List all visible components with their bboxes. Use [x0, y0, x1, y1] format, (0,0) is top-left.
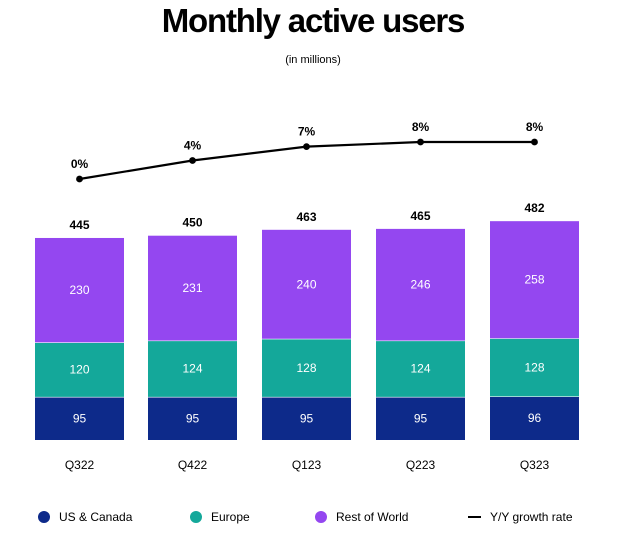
growth-rate-point: [189, 157, 196, 164]
bar-total-label: 482: [524, 201, 544, 215]
bar-segment-rest-of-world: [35, 237, 124, 343]
bar-total-label: 465: [410, 209, 430, 223]
bar-total-label: 450: [182, 216, 202, 230]
bar-value-label-us-canada: 95: [414, 411, 428, 425]
bar-segment-europe: [148, 340, 237, 397]
bar-value-label-europe: 128: [296, 361, 316, 375]
bar-segment-us-canada: [490, 396, 579, 440]
growth-rate-point: [531, 138, 538, 146]
legend-item: Europe: [190, 510, 250, 524]
bar-value-label-us-canada: 95: [186, 411, 200, 425]
bar-segment-us-canada: [376, 396, 465, 440]
growth-rate-point: [76, 175, 83, 183]
bar-value-label-europe: 124: [410, 362, 430, 376]
stacked-bar-chart: 95 120 230 445 Q322 95 124 231 450 Q422 95 128 240 46…: [35, 120, 579, 472]
x-tick-label: Q123: [292, 458, 322, 472]
bar-value-label-rest-of-world: 230: [69, 283, 89, 297]
legend-item: Rest of World: [315, 510, 408, 524]
bar-segment-rest-of-world: [148, 235, 237, 341]
x-tick-label: Q323: [520, 458, 550, 472]
bar-value-label-rest-of-world: 231: [182, 281, 202, 295]
bar-value-label-rest-of-world: 240: [296, 277, 316, 291]
x-tick-label: Q322: [65, 458, 95, 472]
bar-total-label: 445: [69, 218, 89, 232]
legend-dot-icon: [315, 511, 327, 523]
bar-value-label-us-canada: 96: [528, 411, 542, 425]
legend: US & Canada Europe Rest of World Y/Y growth…: [0, 510, 626, 530]
bar-value-label-europe: 120: [69, 363, 89, 377]
growth-rate-label: 0%: [71, 157, 89, 171]
bar-segment-europe: [490, 338, 579, 397]
x-tick-label: Q223: [406, 458, 436, 472]
bar-total-label: 463: [296, 210, 316, 224]
legend-dot-icon: [190, 511, 202, 523]
legend-item: US & Canada: [38, 510, 132, 524]
bar-segment-rest-of-world: [262, 229, 351, 339]
legend-dot-icon: [38, 511, 50, 523]
chart-subtitle: (in millions): [285, 54, 341, 66]
bar-segment-us-canada: [35, 396, 124, 440]
bar-segment-rest-of-world: [490, 221, 579, 339]
growth-rate-label: 7%: [298, 125, 316, 139]
growth-rate-point: [303, 143, 310, 151]
growth-rate-point: [417, 138, 424, 146]
chart-title: Monthly active users: [161, 2, 466, 39]
bar-value-label-europe: 128: [524, 360, 544, 374]
bar-segment-europe: [262, 338, 351, 397]
bar-segment-us-canada: [148, 396, 237, 440]
growth-rate-label: 8%: [412, 120, 430, 134]
bar-segment-europe: [376, 340, 465, 397]
legend-label: Europe: [211, 510, 250, 524]
bar-segment-europe: [35, 342, 124, 397]
bar-value-label-us-canada: 95: [300, 411, 314, 425]
legend-label: US & Canada: [59, 510, 133, 524]
bar-value-label-rest-of-world: 246: [410, 278, 430, 292]
growth-rate-label: 8%: [526, 120, 544, 134]
bar-value-label-us-canada: 95: [73, 411, 87, 425]
bar-value-label-europe: 124: [182, 362, 202, 376]
x-tick-label: Q422: [178, 458, 208, 472]
legend-label: Rest of World: [336, 510, 409, 524]
growth-rate-label: 4%: [184, 139, 202, 153]
legend-line-icon: [468, 516, 481, 518]
legend-label: Y/Y growth rate: [490, 510, 573, 524]
bar-segment-us-canada: [262, 396, 351, 440]
bar-segment-rest-of-world: [376, 228, 465, 341]
legend-item: Y/Y growth rate: [468, 510, 573, 524]
bar-value-label-rest-of-world: 258: [524, 273, 544, 287]
